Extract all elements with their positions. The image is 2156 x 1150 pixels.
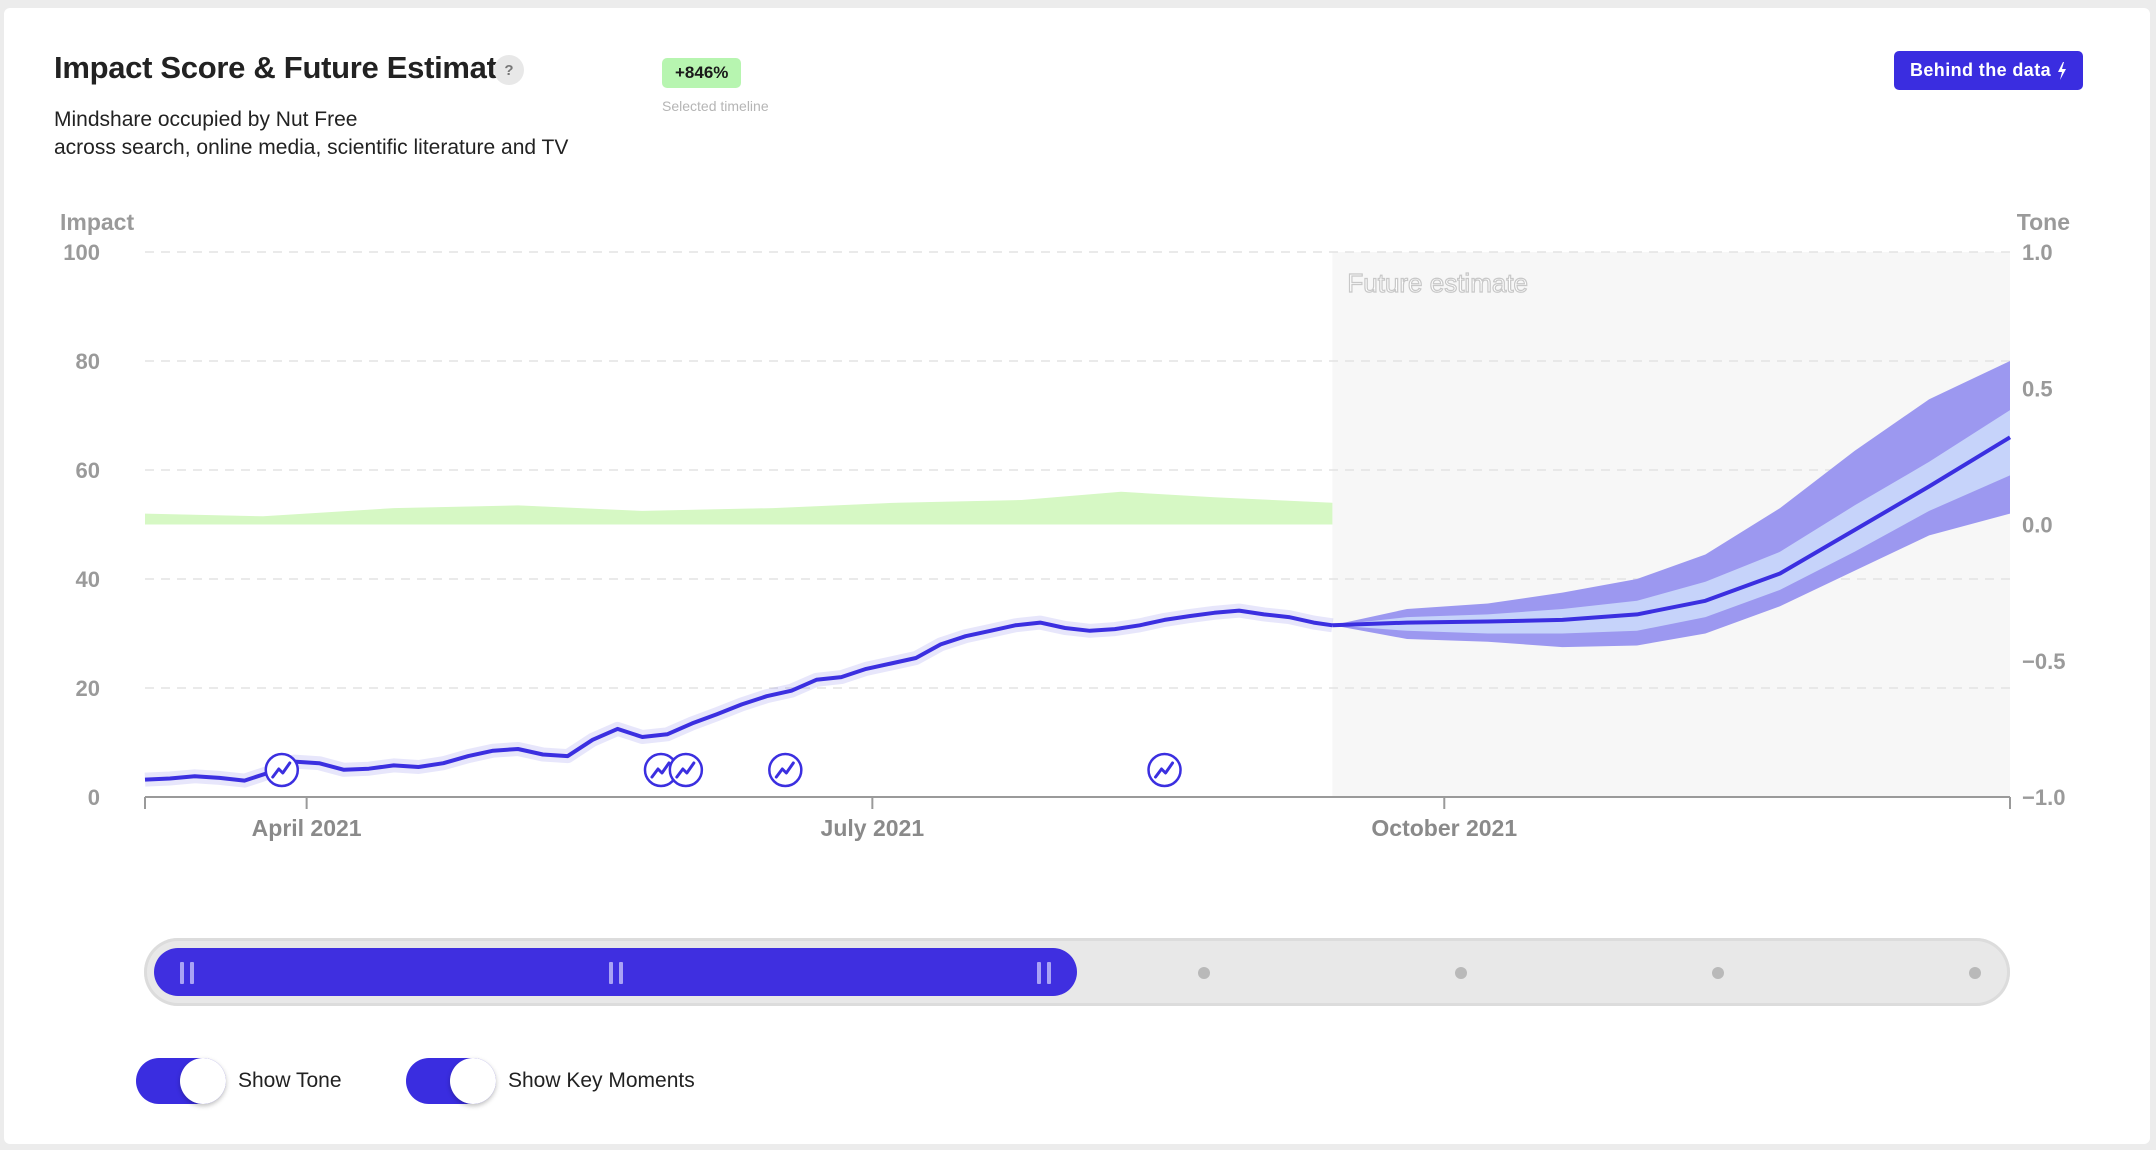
y2-tick-label: −0.5	[2022, 649, 2065, 674]
trend-up-icon	[271, 761, 292, 779]
subtitle-line-2: across search, online media, scientific …	[54, 136, 569, 159]
y-tick-label: 80	[76, 349, 100, 374]
y-tick-label: 0	[88, 785, 100, 810]
show-key-moments-control[interactable]: Show Key Moments	[406, 1058, 695, 1104]
change-badge: +846%	[662, 58, 742, 88]
x-tick-label: October 2021	[1371, 815, 1517, 841]
forecast-outer-band	[1332, 361, 2010, 648]
y2-tick-label: 0.5	[2022, 376, 2053, 401]
show-key-moments-toggle[interactable]	[406, 1058, 496, 1104]
y2-tick-label: 0.0	[2022, 513, 2053, 538]
y2-tick-label: −1.0	[2022, 785, 2065, 810]
show-tone-label: Show Tone	[238, 1069, 342, 1092]
chart-title: Impact Score & Future Estimate	[54, 50, 514, 85]
help-icon[interactable]: ?	[494, 55, 524, 85]
slider-step-dot[interactable]	[1712, 967, 1724, 979]
trend-up-icon	[774, 761, 795, 779]
y-tick-label: 100	[63, 240, 100, 265]
slider-step-dot[interactable]	[1455, 967, 1467, 979]
timeline-selection[interactable]	[154, 948, 1077, 996]
trend-up-icon	[1154, 761, 1175, 779]
x-tick-label: April 2021	[252, 815, 362, 841]
tone-area	[145, 491, 1333, 525]
trend-up-icon	[675, 761, 696, 779]
chart-subtitle: Mindshare occupied by Nut Free across se…	[54, 106, 568, 162]
subtitle-line-1: Mindshare occupied by Nut Free	[54, 108, 358, 131]
y-tick-label: 20	[76, 676, 100, 701]
impact-line-glow	[144, 603, 1334, 788]
y2-tick-label: 1.0	[2022, 240, 2053, 265]
slider-handle-middle[interactable]	[608, 962, 623, 984]
behind-the-data-button[interactable]: Behind the data	[1894, 51, 2084, 90]
badge-caption: Selected timeline	[662, 98, 769, 114]
forecast-inner-band	[1332, 410, 2010, 634]
y-tick-label: 40	[76, 567, 100, 592]
y-axis-title: Impact	[60, 209, 134, 235]
show-tone-control[interactable]: Show Tone	[136, 1058, 342, 1104]
slider-step-dot[interactable]	[1198, 967, 1210, 979]
slider-step-dot[interactable]	[1969, 967, 1981, 979]
forecast-line	[1332, 435, 2012, 628]
x-tick-label: July 2021	[821, 815, 925, 841]
impact-chart: 0 20 40 60 80 100 −1.0 −0.5 0.0 0.5 1.0 Impact Tone F…	[60, 209, 2070, 841]
timeline-slider[interactable]	[144, 938, 2010, 1006]
y2-axis-title: Tone	[2017, 209, 2070, 235]
impact-line	[144, 608, 1333, 783]
behind-the-data-label: Behind the data	[1910, 60, 2052, 80]
lightning-icon	[2058, 61, 2067, 80]
show-tone-toggle[interactable]	[136, 1058, 226, 1104]
slider-handle-end[interactable]	[1037, 962, 1051, 984]
trend-up-icon	[650, 761, 671, 779]
future-estimate-label: Future estimate	[1347, 268, 1528, 298]
slider-handle-start[interactable]	[180, 962, 194, 984]
y-tick-label: 60	[76, 458, 100, 483]
show-key-moments-label: Show Key Moments	[508, 1069, 695, 1092]
